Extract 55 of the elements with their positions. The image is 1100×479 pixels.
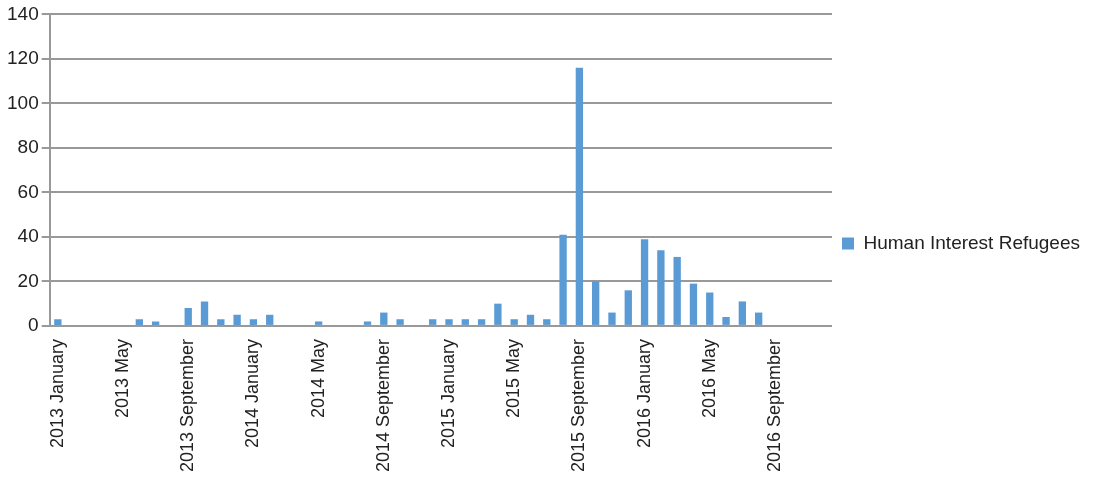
x-tick-label: 2014 May [307,338,328,418]
bar [575,67,584,325]
y-tick-label: 0 [28,314,39,336]
bar [477,319,486,325]
bar [184,308,192,325]
bar [673,256,681,325]
y-tick-label: 40 [17,225,39,247]
bar [396,319,404,325]
bar [429,319,437,325]
bar [624,290,632,325]
x-tick-label: 2015 May [503,338,524,418]
bar [494,303,502,325]
x-tick-label: 2016 September [763,338,784,472]
y-tick-label: 80 [17,136,39,158]
bar [738,301,747,325]
x-tick-label: 2013 May [112,338,133,418]
bar [543,319,551,325]
bar [200,301,209,325]
bar [233,314,241,325]
bar [249,319,258,325]
bar [314,321,323,325]
y-tick-label: 20 [17,269,39,291]
bar [363,321,372,325]
bar [657,250,665,325]
bar [151,321,160,325]
x-tick-label: 2015 September [568,338,589,472]
legend-label: Human Interest Refugees [863,231,1081,253]
bar [722,317,730,325]
x-tick-label: 2016 May [698,338,719,418]
x-tick-label: 2014 January [242,338,263,448]
bar [706,292,714,325]
bar [526,314,535,325]
bar [266,314,274,325]
y-tick-label: 120 [7,47,39,69]
bar [54,319,62,325]
y-tick-label: 60 [17,180,39,202]
x-tick-label: 2013 January [46,338,67,448]
bar [461,319,469,325]
bar [380,312,388,325]
y-tick-label: 100 [7,91,39,113]
bar [445,319,453,325]
x-tick-label: 2016 January [633,338,654,448]
x-tick-label: 2013 September [177,338,198,472]
bar [640,239,649,325]
bar [689,283,698,325]
bar [559,234,567,325]
x-tick-label: 2015 January [437,338,458,448]
bar [608,312,616,325]
bar [592,281,600,325]
y-tick-label: 140 [7,2,39,24]
x-tick-label: 2014 September [372,338,393,472]
bar [135,319,144,325]
bar [217,319,225,325]
bar [510,319,518,325]
bar [754,312,763,325]
